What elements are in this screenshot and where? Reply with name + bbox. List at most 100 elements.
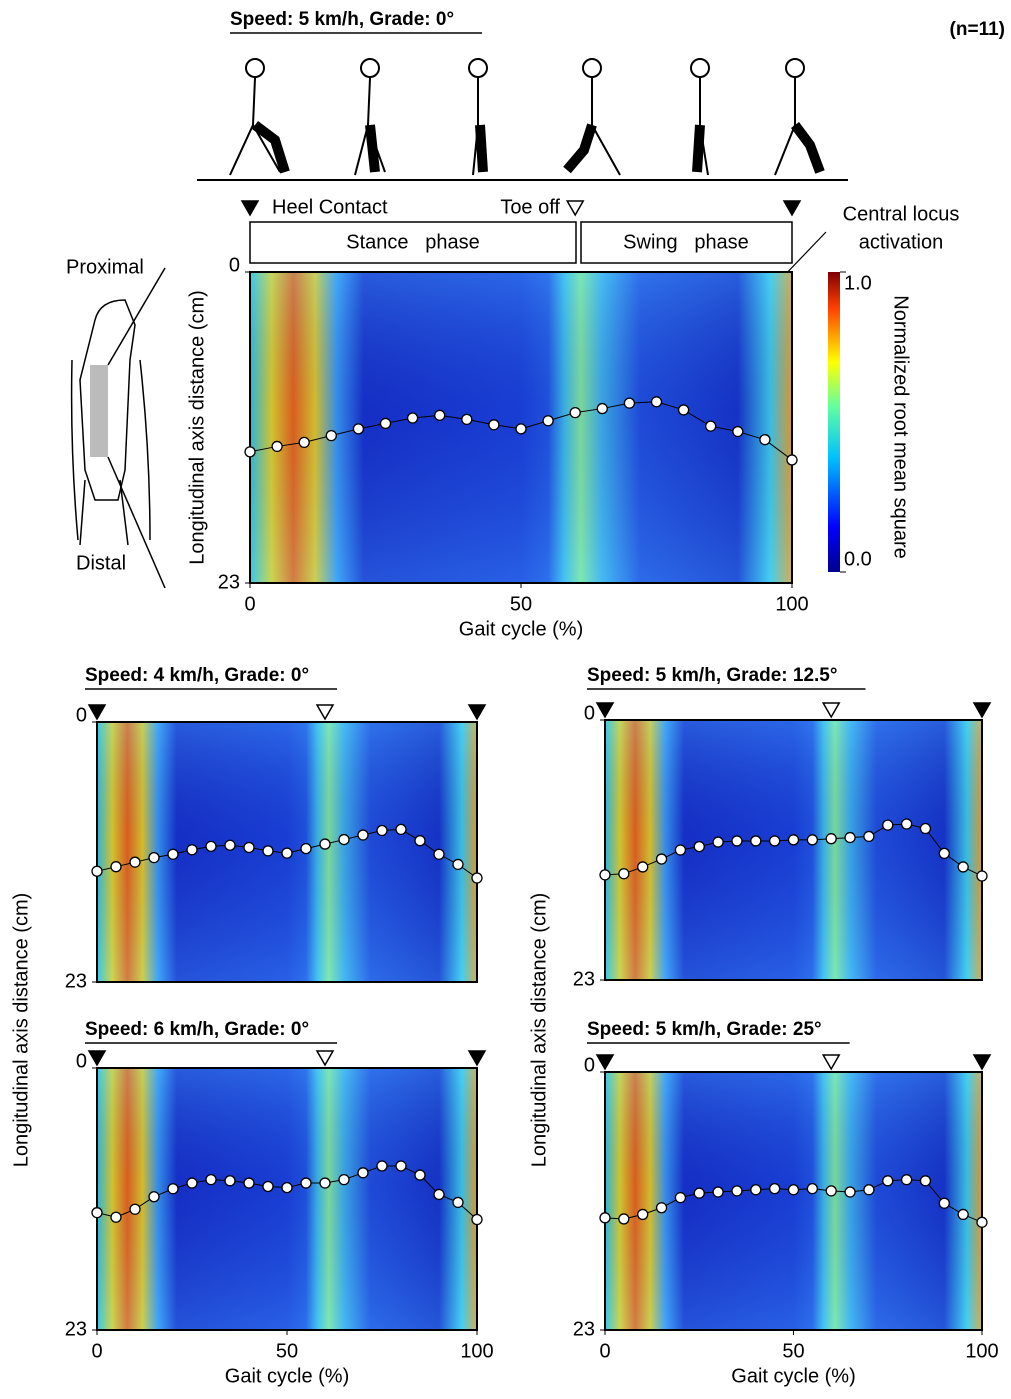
locus-point bbox=[357, 1167, 369, 1179]
locus-point bbox=[406, 412, 419, 424]
annotation-line1: Central locus bbox=[843, 203, 960, 225]
locus-point bbox=[395, 1160, 407, 1172]
locus-point bbox=[825, 1185, 837, 1197]
locus-point bbox=[129, 856, 141, 868]
locus-point bbox=[693, 1187, 705, 1199]
x-tick-label: 50 bbox=[510, 593, 532, 615]
locus-point bbox=[938, 847, 950, 860]
locus-point bbox=[515, 423, 527, 435]
locus-point bbox=[262, 845, 274, 857]
locus-point bbox=[376, 824, 388, 837]
distal-label: Distal bbox=[76, 552, 126, 574]
x-tick-label: 0 bbox=[244, 593, 255, 615]
locus-point bbox=[938, 1197, 950, 1209]
locus-point bbox=[281, 847, 293, 859]
locus-point bbox=[569, 406, 581, 419]
toe-off-label: Toe off bbox=[500, 196, 560, 218]
heel-contact-marker bbox=[87, 704, 107, 721]
locus-point bbox=[655, 1202, 668, 1214]
locus-point bbox=[596, 402, 608, 415]
y-axis-label: Longitudinal axis distance (cm) bbox=[528, 893, 550, 1168]
locus-point bbox=[637, 861, 649, 873]
stance-box bbox=[249, 221, 577, 264]
toe-off-marker bbox=[565, 200, 585, 217]
y-axis-label: Longitudinal axis distance (cm) bbox=[186, 290, 208, 565]
locus-point bbox=[806, 834, 818, 846]
x-tick-label: 0 bbox=[599, 1340, 610, 1362]
heatmap-shade bbox=[604, 719, 983, 981]
walker bbox=[563, 58, 621, 176]
locus-point bbox=[243, 841, 255, 854]
x-tick-label: 50 bbox=[782, 1340, 804, 1362]
locus-point bbox=[167, 848, 179, 860]
locus-point bbox=[712, 836, 724, 848]
locus-point bbox=[338, 1173, 350, 1186]
locus-point bbox=[488, 419, 500, 431]
heel-contact-marker bbox=[240, 200, 260, 217]
y-tick-label: 23 bbox=[218, 571, 240, 593]
locus-point bbox=[352, 423, 365, 435]
locus-point bbox=[976, 1216, 988, 1228]
walker bbox=[468, 58, 488, 176]
locus-point bbox=[186, 844, 198, 856]
x-axis-label: Gait cycle (%) bbox=[225, 1365, 349, 1387]
toe-off-marker bbox=[315, 1050, 335, 1067]
annotation-line2: activation bbox=[859, 231, 944, 253]
locus-point bbox=[677, 404, 690, 416]
locus-point bbox=[319, 1177, 331, 1189]
locus-point bbox=[110, 861, 122, 873]
walker bbox=[690, 58, 710, 176]
locus-point bbox=[129, 1203, 141, 1215]
locus-point bbox=[224, 1175, 236, 1187]
locus-point bbox=[224, 839, 236, 851]
heel-contact-marker bbox=[972, 1054, 992, 1071]
locus-point bbox=[844, 1186, 856, 1198]
locus-point bbox=[414, 835, 426, 847]
locus-point bbox=[882, 819, 894, 831]
locus-point bbox=[750, 835, 762, 847]
locus-point bbox=[637, 1208, 649, 1221]
locus-point bbox=[769, 1183, 781, 1195]
locus-point bbox=[957, 1208, 969, 1221]
colorbar bbox=[828, 272, 840, 572]
x-tick-label: 50 bbox=[276, 1340, 298, 1362]
locus-point bbox=[787, 1184, 800, 1196]
locus-point bbox=[599, 1212, 611, 1224]
proximal-label: Proximal bbox=[66, 256, 144, 278]
locus-point bbox=[919, 1175, 932, 1187]
x-tick-label: 100 bbox=[965, 1340, 998, 1362]
panel-title: Speed: 5 km/h, Grade: 25° bbox=[587, 1019, 822, 1040]
heatmap-shade bbox=[96, 1067, 478, 1331]
locus-point bbox=[542, 415, 554, 427]
locus-point bbox=[319, 838, 331, 850]
locus-point bbox=[186, 1177, 198, 1189]
locus-point bbox=[787, 834, 800, 846]
sample-size: (n=11) bbox=[950, 19, 1005, 40]
colorbar-label: Normalized root mean square bbox=[890, 295, 912, 558]
locus-point bbox=[825, 833, 837, 845]
locus-point bbox=[712, 1186, 724, 1198]
y-tick-label: 0 bbox=[584, 1054, 595, 1076]
locus-point bbox=[167, 1183, 179, 1195]
heel-contact-label: Heel Contact bbox=[272, 196, 388, 218]
y-tick-label: 23 bbox=[573, 968, 595, 990]
x-axis-label: Gait cycle (%) bbox=[731, 1365, 855, 1387]
y-tick-label: 23 bbox=[573, 1318, 595, 1340]
locus-point bbox=[900, 818, 913, 830]
colorbar-tick-label: 1.0 bbox=[844, 272, 872, 294]
swing-box bbox=[580, 221, 793, 264]
locus-point bbox=[957, 861, 969, 873]
locus-point bbox=[434, 409, 446, 421]
locus-point bbox=[298, 436, 310, 449]
y-tick-label: 0 bbox=[76, 704, 87, 726]
locus-point bbox=[786, 454, 798, 466]
locus-point bbox=[325, 429, 337, 442]
locus-point bbox=[623, 397, 636, 409]
locus-point bbox=[731, 835, 743, 847]
locus-point bbox=[205, 840, 217, 852]
locus-point bbox=[844, 831, 856, 844]
locus-point bbox=[243, 1177, 255, 1189]
locus-point bbox=[414, 1169, 426, 1181]
locus-point bbox=[110, 1211, 122, 1223]
y-tick-label: 23 bbox=[65, 1318, 87, 1340]
